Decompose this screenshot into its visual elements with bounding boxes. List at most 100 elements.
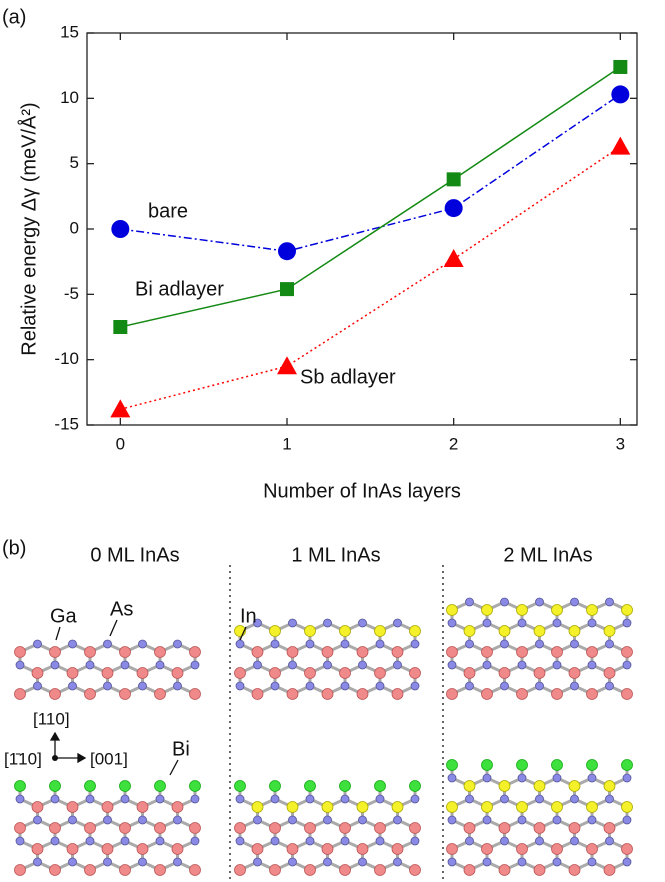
figure: (a) (b) Number of InAs layers Relative e… [0, 0, 665, 882]
atom [69, 682, 77, 690]
atom [34, 816, 42, 824]
atom [518, 816, 526, 824]
atom [322, 802, 333, 813]
marker [444, 249, 464, 267]
atom [271, 682, 279, 690]
atom [501, 795, 509, 803]
atom [448, 619, 456, 627]
atom [254, 816, 262, 824]
atom [517, 605, 528, 616]
atom [518, 774, 526, 782]
atom [340, 626, 351, 637]
atom [552, 802, 563, 813]
marker [613, 60, 627, 74]
marker [111, 220, 129, 238]
atom [322, 689, 333, 700]
atom-label: As [110, 598, 133, 620]
atom [341, 640, 349, 648]
atom [139, 816, 147, 824]
atom [482, 689, 493, 700]
atom [190, 647, 201, 658]
atom [306, 837, 314, 845]
atom [482, 760, 493, 771]
atom [156, 837, 164, 845]
atom [411, 837, 419, 845]
atom [287, 802, 298, 813]
series-label: Bi adlayer [135, 278, 224, 300]
atom [482, 844, 493, 855]
atom [305, 626, 316, 637]
atom [606, 640, 614, 648]
atom [85, 823, 96, 834]
atom [51, 661, 59, 669]
atom [235, 865, 246, 876]
y-tick-label: 15 [60, 22, 79, 41]
atom [340, 668, 351, 679]
atom [569, 865, 580, 876]
y-tick-label: 0 [70, 218, 79, 237]
atom [466, 795, 474, 803]
atom [392, 647, 403, 658]
atom [569, 626, 580, 637]
atom [482, 802, 493, 813]
atom [86, 661, 94, 669]
atom [623, 619, 631, 627]
atom [50, 823, 61, 834]
atom [410, 668, 421, 679]
atom [121, 661, 129, 669]
atom [34, 682, 42, 690]
atom [69, 640, 77, 648]
atom [622, 647, 633, 658]
atom [376, 837, 384, 845]
atom [534, 668, 545, 679]
atom [447, 802, 458, 813]
atom [499, 668, 510, 679]
atom [501, 837, 509, 845]
atom [466, 640, 474, 648]
atom [102, 844, 113, 855]
atom [534, 626, 545, 637]
atom [50, 647, 61, 658]
atom [252, 689, 263, 700]
atom [410, 823, 421, 834]
atom [518, 661, 526, 669]
atom [32, 844, 43, 855]
atom [120, 865, 131, 876]
atom [482, 647, 493, 658]
atom [483, 816, 491, 824]
atom [517, 760, 528, 771]
atom [190, 781, 201, 792]
atom [483, 661, 491, 669]
atom [448, 816, 456, 824]
atom [518, 858, 526, 866]
atom [137, 844, 148, 855]
y-tick-label: -10 [54, 349, 79, 368]
atom [236, 795, 244, 803]
atom [410, 865, 421, 876]
marker [278, 242, 296, 260]
atom [588, 661, 596, 669]
atom [571, 598, 579, 606]
marker [445, 199, 463, 217]
atom [235, 668, 246, 679]
atom [359, 816, 367, 824]
atom [102, 668, 113, 679]
atom [359, 661, 367, 669]
atom [174, 858, 182, 866]
panel-label: (a) [2, 6, 26, 28]
atom [499, 781, 510, 792]
atom [270, 781, 281, 792]
atom [622, 760, 633, 771]
atom [501, 598, 509, 606]
atom [156, 661, 164, 669]
atom [536, 837, 544, 845]
atom [464, 823, 475, 834]
atom [499, 626, 510, 637]
atom [236, 682, 244, 690]
x-tick-label: 1 [282, 434, 291, 453]
y-axis-label: Relative energy Δγ (meV/Å²) [17, 102, 40, 355]
marker [447, 172, 461, 186]
atom [324, 619, 332, 627]
atom [104, 816, 112, 824]
atom [623, 661, 631, 669]
